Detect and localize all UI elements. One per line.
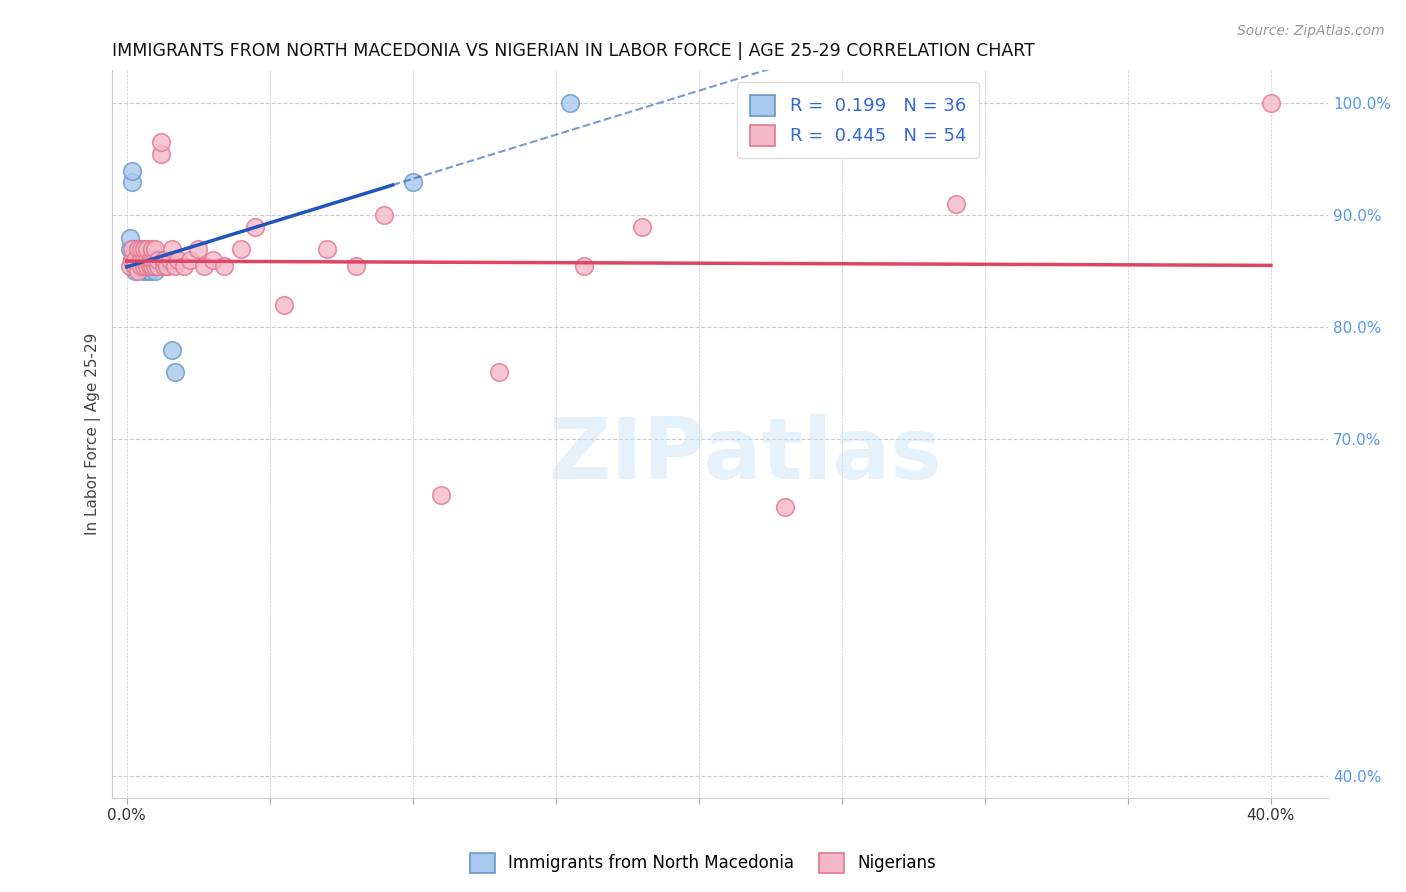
- Point: [316, 242, 339, 256]
- Point: [124, 242, 146, 256]
- Point: [127, 242, 149, 256]
- Point: [135, 253, 157, 268]
- Point: [231, 242, 253, 256]
- Point: [141, 259, 163, 273]
- Point: [245, 219, 267, 234]
- Point: [187, 242, 209, 256]
- Point: [162, 242, 184, 256]
- Point: [153, 259, 176, 273]
- Text: IMMIGRANTS FROM NORTH MACEDONIA VS NIGERIAN IN LABOR FORCE | AGE 25-29 CORRELATI: IMMIGRANTS FROM NORTH MACEDONIA VS NIGER…: [112, 42, 1035, 60]
- Point: [156, 259, 179, 273]
- Point: [121, 175, 143, 189]
- Point: [630, 219, 652, 234]
- Point: [143, 259, 166, 273]
- Point: [165, 365, 187, 379]
- Point: [121, 253, 143, 268]
- Point: [148, 253, 170, 268]
- Point: [167, 253, 190, 268]
- Point: [150, 259, 173, 273]
- Point: [143, 259, 166, 273]
- Point: [143, 253, 166, 268]
- Point: [118, 231, 141, 245]
- Point: [127, 253, 149, 268]
- Point: [165, 259, 187, 273]
- Point: [148, 253, 170, 268]
- Point: [127, 242, 149, 256]
- Point: [945, 197, 967, 211]
- Point: [129, 259, 152, 273]
- Point: [135, 259, 157, 273]
- Point: [373, 208, 395, 222]
- Point: [141, 253, 163, 268]
- Point: [135, 259, 157, 273]
- Point: [141, 242, 163, 256]
- Point: [138, 253, 160, 268]
- Point: [129, 253, 152, 268]
- Point: [150, 146, 173, 161]
- Point: [159, 253, 181, 268]
- Point: [138, 259, 160, 273]
- Point: [132, 253, 155, 268]
- Point: [124, 264, 146, 278]
- Point: [121, 163, 143, 178]
- Point: [135, 259, 157, 273]
- Point: [558, 96, 581, 111]
- Point: [574, 259, 596, 273]
- Point: [138, 259, 160, 273]
- Point: [141, 259, 163, 273]
- Point: [135, 253, 157, 268]
- Point: [132, 242, 155, 256]
- Legend: R =  0.199   N = 36, R =  0.445   N = 54: R = 0.199 N = 36, R = 0.445 N = 54: [737, 82, 979, 159]
- Text: ZIPatlas: ZIPatlas: [548, 414, 942, 497]
- Point: [132, 264, 155, 278]
- Point: [127, 253, 149, 268]
- Point: [162, 343, 184, 357]
- Point: [135, 242, 157, 256]
- Point: [118, 259, 141, 273]
- Point: [129, 242, 152, 256]
- Point: [124, 259, 146, 273]
- Point: [773, 500, 796, 514]
- Point: [173, 259, 195, 273]
- Legend: Immigrants from North Macedonia, Nigerians: Immigrants from North Macedonia, Nigeria…: [463, 847, 943, 880]
- Point: [132, 242, 155, 256]
- Point: [143, 242, 166, 256]
- Point: [121, 253, 143, 268]
- Point: [129, 253, 152, 268]
- Y-axis label: In Labor Force | Age 25-29: In Labor Force | Age 25-29: [86, 333, 101, 535]
- Point: [488, 365, 510, 379]
- Point: [179, 253, 201, 268]
- Point: [193, 259, 215, 273]
- Point: [344, 259, 367, 273]
- Point: [138, 264, 160, 278]
- Point: [150, 136, 173, 150]
- Point: [118, 242, 141, 256]
- Text: Source: ZipAtlas.com: Source: ZipAtlas.com: [1237, 24, 1385, 38]
- Point: [153, 253, 176, 268]
- Point: [430, 488, 453, 502]
- Point: [273, 298, 295, 312]
- Point: [129, 242, 152, 256]
- Point: [121, 242, 143, 256]
- Point: [132, 259, 155, 273]
- Point: [124, 253, 146, 268]
- Point: [148, 259, 170, 273]
- Point: [129, 259, 152, 273]
- Point: [402, 175, 425, 189]
- Point: [127, 264, 149, 278]
- Point: [1260, 96, 1282, 111]
- Point: [153, 259, 176, 273]
- Point: [212, 259, 235, 273]
- Point: [132, 253, 155, 268]
- Point: [127, 242, 149, 256]
- Point: [156, 259, 179, 273]
- Point: [124, 253, 146, 268]
- Point: [138, 253, 160, 268]
- Point: [135, 264, 157, 278]
- Point: [143, 264, 166, 278]
- Point: [201, 253, 224, 268]
